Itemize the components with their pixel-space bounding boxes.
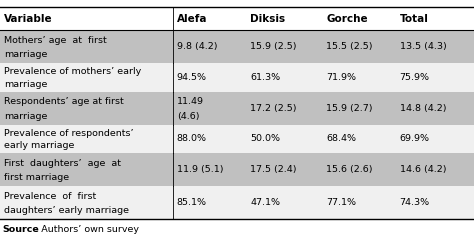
Text: First  daughters’  age  at: First daughters’ age at [4, 159, 121, 168]
Text: 47.1%: 47.1% [250, 198, 280, 207]
Text: 14.8 (4.2): 14.8 (4.2) [400, 104, 446, 113]
Text: 9.8 (4.2): 9.8 (4.2) [177, 42, 217, 51]
Bar [0, 92, 474, 125]
Bar [0, 186, 474, 219]
Text: Total: Total [400, 14, 428, 24]
Text: Variable: Variable [4, 14, 53, 24]
Bar [0, 153, 474, 186]
Bar [0, 63, 474, 92]
Text: 68.4%: 68.4% [326, 134, 356, 143]
Text: 85.1%: 85.1% [177, 198, 207, 207]
Text: Prevalence  of  first: Prevalence of first [4, 192, 96, 201]
Text: 15.9 (2.7): 15.9 (2.7) [326, 104, 373, 113]
Text: marriage: marriage [4, 80, 47, 89]
Text: Prevalence of respondents’: Prevalence of respondents’ [4, 129, 133, 138]
Text: Diksis: Diksis [250, 14, 285, 24]
Text: Respondents’ age at first: Respondents’ age at first [4, 97, 124, 106]
Text: 75.9%: 75.9% [400, 73, 429, 82]
Text: first marriage: first marriage [4, 173, 69, 182]
Text: 13.5 (4.3): 13.5 (4.3) [400, 42, 447, 51]
Text: Source: Source [2, 225, 39, 233]
Text: daughters’ early marriage: daughters’ early marriage [4, 206, 129, 215]
Text: 61.3%: 61.3% [250, 73, 281, 82]
Text: 15.5 (2.5): 15.5 (2.5) [326, 42, 373, 51]
Text: 50.0%: 50.0% [250, 134, 280, 143]
Text: 15.6 (2.6): 15.6 (2.6) [326, 165, 373, 174]
Text: 74.3%: 74.3% [400, 198, 430, 207]
Text: 69.9%: 69.9% [400, 134, 429, 143]
Text: : Authors’ own survey: : Authors’ own survey [35, 225, 138, 233]
Text: 11.49: 11.49 [177, 97, 204, 106]
Text: 94.5%: 94.5% [177, 73, 207, 82]
Text: early marriage: early marriage [4, 141, 74, 150]
Text: Prevalence of mothers’ early: Prevalence of mothers’ early [4, 67, 141, 76]
Bar [0, 7, 474, 30]
Text: 71.9%: 71.9% [326, 73, 356, 82]
Text: 77.1%: 77.1% [326, 198, 356, 207]
Text: 17.2 (2.5): 17.2 (2.5) [250, 104, 297, 113]
Text: marriage: marriage [4, 111, 47, 121]
Text: 14.6 (4.2): 14.6 (4.2) [400, 165, 446, 174]
Text: Gorche: Gorche [326, 14, 368, 24]
Text: 88.0%: 88.0% [177, 134, 207, 143]
Text: 15.9 (2.5): 15.9 (2.5) [250, 42, 297, 51]
Bar [0, 30, 474, 63]
Text: Alefa: Alefa [177, 14, 207, 24]
Text: 17.5 (2.4): 17.5 (2.4) [250, 165, 297, 174]
Text: 11.9 (5.1): 11.9 (5.1) [177, 165, 223, 174]
Text: Mothers’ age  at  first: Mothers’ age at first [4, 36, 107, 45]
Bar [0, 125, 474, 153]
Text: (4.6): (4.6) [177, 111, 199, 121]
Text: marriage: marriage [4, 50, 47, 59]
